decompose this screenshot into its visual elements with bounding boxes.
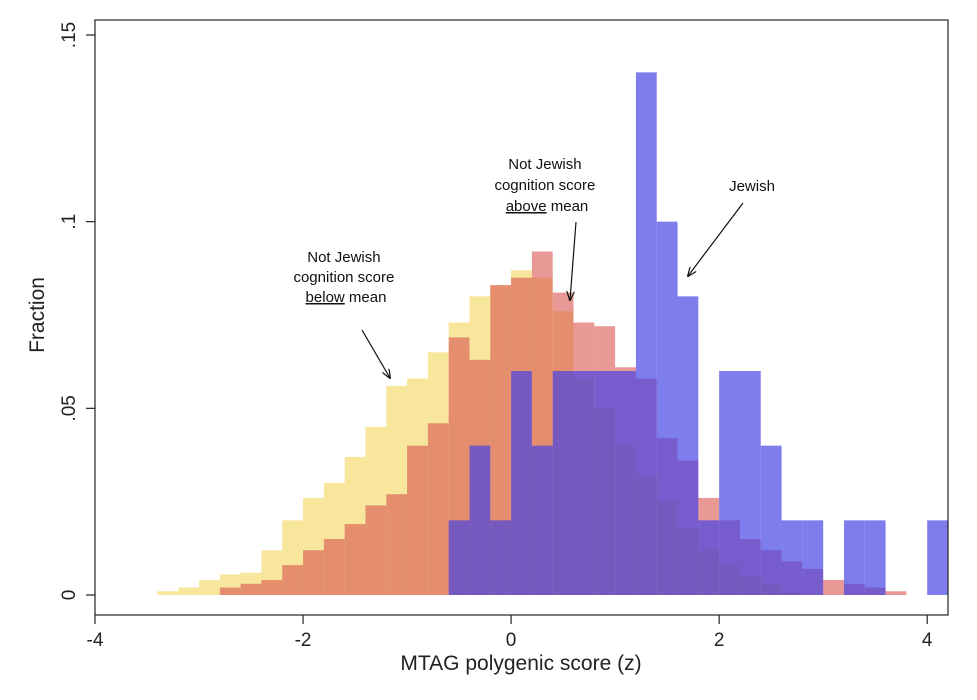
bar-series3-bin-5 <box>552 371 574 595</box>
x-axis-title: MTAG polygenic score (z) <box>400 652 641 675</box>
annotation-jewish: Jewish <box>688 178 775 276</box>
bar-series3-bin-10 <box>656 221 678 596</box>
svg-text:Not Jewish cognition sco: Not Jewish cognition score above mean <box>494 156 599 215</box>
bar-series2-bin-3 <box>282 565 304 595</box>
bar-series3-bin-1 <box>469 445 491 595</box>
bar-series3-bin-15 <box>760 445 782 595</box>
bar-series3-bin-14 <box>739 371 761 595</box>
annotation-above-rest: mean <box>547 198 589 215</box>
x-tick-label: 0 <box>506 630 517 651</box>
bar-series2-bin-13 <box>490 285 512 595</box>
bar-series3-bin-6 <box>573 371 595 595</box>
annotation-above-arrow <box>570 221 577 300</box>
bar-series2-bin-10 <box>427 423 449 595</box>
bar-series3-bin-16 <box>781 520 803 595</box>
y-tick-label: 0 <box>59 590 80 601</box>
bar-series3-bin-11 <box>677 296 699 595</box>
annotation-above-mean: Not Jewish cognition score above mean <box>494 156 599 300</box>
axes-layer: -4 -2 0 2 4 0 .05 .1 .15 <box>59 22 933 651</box>
bar-series3-bin-17 <box>802 520 824 595</box>
x-tick-label: -4 <box>87 630 104 651</box>
bar-series1-bin-0 <box>157 591 179 595</box>
bar-series3-bin-13 <box>719 371 740 595</box>
bar-series1-bin-1 <box>178 587 200 595</box>
annotation-below-arrow <box>361 329 390 378</box>
bar-series2-bin-0 <box>219 587 241 595</box>
annotation-below-rest: mean <box>345 289 387 306</box>
bar-series3-bin-7 <box>594 371 616 595</box>
bar-series3-bin-19 <box>843 520 865 595</box>
annotation-jewish-arrow <box>688 202 744 276</box>
annotation-below-line2: cognition score <box>293 269 394 286</box>
x-tick-label: -2 <box>295 630 312 651</box>
bar-series2-bin-2 <box>261 580 283 595</box>
bar-series3-bin-12 <box>698 520 720 595</box>
bar-series3-bin-23 <box>927 520 948 595</box>
bar-series3-bin-9 <box>635 72 657 595</box>
annotation-above-line2: cognition score <box>494 177 595 194</box>
annotation-below-line1: Not Jewish <box>307 249 380 266</box>
y-axis-title: Fraction <box>26 277 49 353</box>
bar-series3-bin-3 <box>511 371 532 595</box>
bar-series1-bin-2 <box>199 580 220 595</box>
bar-series3-bin-0 <box>448 520 470 595</box>
annotation-above-underlined: above <box>506 198 547 215</box>
bar-series2-bin-7 <box>365 505 387 595</box>
bar-series2-bin-1 <box>240 583 262 595</box>
bar-series2-bin-4 <box>303 550 324 595</box>
plot-frame <box>94 19 949 616</box>
annotation-below-mean: Not Jewish cognition score below mean <box>293 249 398 378</box>
annotation-above-line3: above mean <box>506 198 589 215</box>
bar-series2-bin-9 <box>407 445 428 595</box>
bar-series2-bin-6 <box>344 524 366 595</box>
bar-series3-bin-4 <box>531 445 553 595</box>
x-tick-label: 2 <box>714 630 725 651</box>
bar-series3-bin-20 <box>864 520 886 595</box>
series-jewish <box>448 72 948 596</box>
annotation-below-underlined: below <box>306 289 345 306</box>
bar-series2-bin-32 <box>885 591 907 595</box>
annotation-jewish-label: Jewish <box>729 178 775 195</box>
bar-series2-bin-8 <box>386 494 408 595</box>
annotation-below-line3: below mean <box>306 289 387 306</box>
bar-series2-bin-29 <box>823 580 844 595</box>
y-tick-label: .05 <box>59 395 80 421</box>
x-tick-label: 4 <box>922 630 933 651</box>
bars-layer <box>157 72 948 596</box>
annotation-above-line1: Not Jewish <box>508 156 581 173</box>
svg-text:Not Jewish cognition sco: Not Jewish cognition score below mean <box>293 249 398 306</box>
y-tick-label: .15 <box>59 22 80 48</box>
bar-series2-bin-5 <box>323 539 345 595</box>
bar-series3-bin-8 <box>615 371 636 595</box>
bar-series3-bin-2 <box>490 520 512 595</box>
y-tick-label: .1 <box>59 214 80 230</box>
